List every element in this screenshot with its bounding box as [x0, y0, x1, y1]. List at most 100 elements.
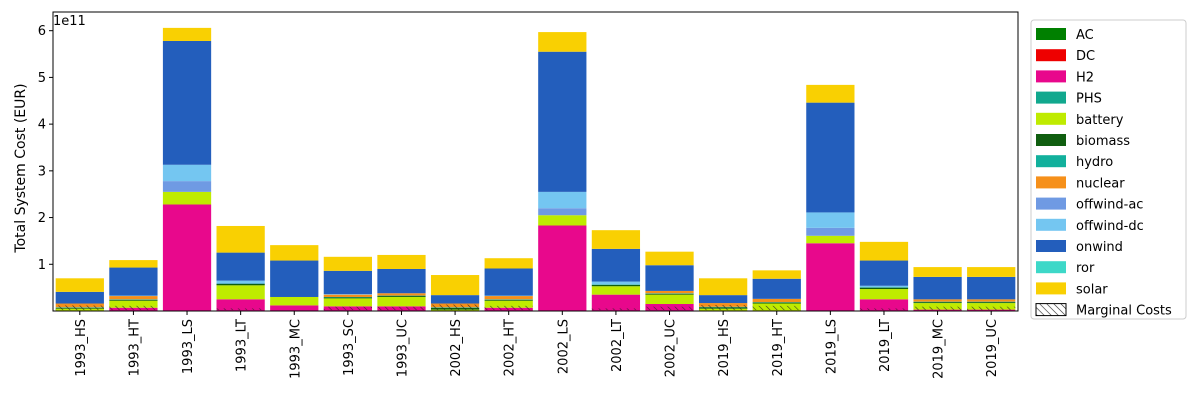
bar-solar-1993_UC [377, 254, 426, 269]
bar-solar-1993_LS [162, 27, 212, 41]
bar-H2-2019_MC [913, 309, 962, 311]
bar-solar-2002_HS [430, 275, 480, 296]
bar-solar-1993_HS [55, 278, 104, 292]
legend-swatch [1036, 49, 1066, 62]
marginal-cost-hatch-2019_UC [967, 306, 1016, 311]
bar-battery-2002_LS [538, 215, 587, 226]
legend-swatch [1036, 261, 1066, 274]
bar-H2-1993_LS [162, 204, 212, 311]
legend-frame [1030, 19, 1187, 320]
legend-label: hydro [1076, 155, 1113, 170]
bar-onwind-2002_LS [538, 51, 587, 192]
marginal-cost-hatch-2019_HT [752, 305, 801, 311]
legend-label: onwind [1076, 240, 1123, 255]
marginal-cost-hatch-2002_HT [484, 305, 533, 311]
x-tick-label: 2019_HS [717, 319, 732, 377]
bar-battery-1993_LT [216, 285, 265, 300]
bar-biomass-1993_HT [109, 299, 158, 301]
legend-label: PHS [1076, 92, 1102, 107]
bar-onwind-1993_MC [270, 260, 319, 297]
bar-nuclear-2019_HS [699, 303, 748, 307]
bar-solar-2019_MC [913, 267, 962, 277]
bar-H2-1993_LT [216, 299, 265, 311]
bar-H2-2019_LT [859, 299, 909, 311]
bar-biomass-2019_LT [859, 287, 909, 290]
legend-label: DC [1076, 49, 1095, 64]
bar-battery-1993_HT [109, 300, 158, 308]
legend-swatch [1036, 155, 1066, 168]
bar-onwind-2019_MC [913, 276, 962, 300]
y-tick-label: 4 [38, 118, 46, 133]
bar-nuclear-2019_MC [913, 299, 962, 302]
bar-onwind-1993_SC [323, 270, 372, 295]
bar-solar-1993_HT [109, 260, 158, 268]
bar-H2-1993_MC [270, 305, 319, 311]
bar-solar-2002_HT [484, 258, 533, 269]
bar-onwind-2019_LT [859, 260, 909, 286]
bar-nuclear-2002_HT [484, 296, 533, 300]
bar-biomass-2019_MC [913, 302, 962, 304]
legend-label: offwind-ac [1076, 198, 1143, 213]
bar-offwind-dc-1993_LT [216, 280, 265, 283]
bar-solar-1993_LT [216, 225, 265, 253]
bar-offwind-dc-2002_LS [538, 191, 587, 209]
legend-swatch [1036, 176, 1066, 189]
bar-onwind-2002_UC [645, 265, 694, 291]
legend-label: biomass [1076, 134, 1130, 149]
bar-H2-2019_LS [806, 243, 855, 311]
x-tick-label: 1993_HS [74, 319, 89, 377]
bar-battery-2019_MC [913, 303, 962, 310]
bar-nuclear-2019_UC [967, 299, 1016, 302]
x-tick-label: 1993_HT [127, 319, 142, 376]
bar-onwind-2019_UC [967, 276, 1016, 300]
x-tick-label: 2002_HT [503, 319, 518, 376]
bar-battery-1993_MC [270, 296, 319, 306]
y-tick-label: 6 [38, 24, 46, 39]
bar-battery-1993_SC [323, 298, 372, 307]
legend-label: H2 [1076, 70, 1094, 85]
x-tick-label: 2002_UC [664, 319, 679, 377]
y-tick-label: 1 [38, 258, 46, 273]
bar-onwind-1993_HT [109, 267, 158, 296]
marginal-cost-hatch-1993_HS [55, 305, 104, 311]
marginal-cost-hatch-1993_SC [323, 306, 372, 311]
bar-biomass-1993_LT [216, 283, 265, 286]
bar-onwind-1993_LT [216, 252, 265, 281]
legend-label: battery [1076, 113, 1124, 128]
legend-label: AC [1076, 28, 1094, 43]
bar-battery-2002_UC [645, 294, 694, 304]
marginal-cost-hatch-1993_HT [109, 305, 158, 311]
x-tick-label: 2019_LT [878, 319, 893, 372]
bar-H2-2002_LT [591, 294, 641, 311]
bar-onwind-2002_LT [591, 248, 641, 282]
bar-offwind-dc-2002_LT [591, 281, 641, 285]
bar-offwind-ac-1993_LS [162, 181, 212, 192]
bar-offwind-dc-1993_LS [162, 164, 212, 182]
bar-nuclear-2002_UC [645, 290, 694, 294]
bar-offwind-ac-2019_LS [806, 227, 855, 236]
bar-onwind-2002_HS [430, 295, 480, 304]
bar-solar-2019_LT [859, 241, 909, 261]
bars-group [55, 27, 1016, 311]
bar-biomass-1993_UC [377, 296, 426, 297]
legend-swatch [1035, 303, 1067, 317]
legend-label: ror [1076, 261, 1095, 276]
bar-battery-1993_UC [377, 296, 426, 307]
bar-biomass-2019_UC [967, 302, 1016, 304]
bar-onwind-2019_HS [699, 295, 748, 304]
bar-biomass-2002_HT [484, 299, 533, 301]
x-tick-label: 2019_UC [985, 319, 1000, 377]
bar-solar-2019_LS [806, 84, 855, 103]
bar-onwind-1993_HS [55, 291, 104, 304]
y-tick-label: 5 [38, 71, 46, 86]
bar-solar-1993_MC [270, 245, 319, 261]
bar-battery-2002_LT [591, 286, 641, 295]
y-axis-label: Total System Cost (EUR) [13, 83, 29, 253]
marginal-cost-hatch-1993_UC [377, 306, 426, 311]
bar-biomass-1993_SC [323, 297, 372, 299]
x-tick-label: 2002_HS [449, 319, 464, 377]
legend-swatch [1036, 91, 1066, 104]
legend-swatch [1036, 70, 1066, 83]
x-tick-label: 2002_LS [556, 319, 571, 374]
